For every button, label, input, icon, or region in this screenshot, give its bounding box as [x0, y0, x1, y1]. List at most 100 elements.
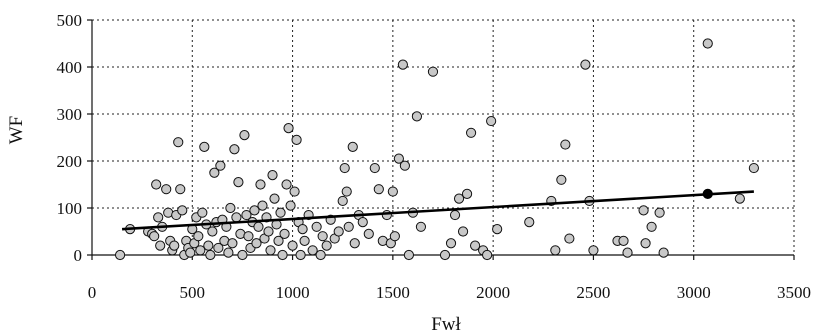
scatter-point [445, 238, 457, 249]
y-tick-label: 200 [57, 152, 83, 171]
y-axis-title: WF [6, 116, 27, 145]
scatter-point [387, 186, 398, 197]
scatter-point [173, 137, 184, 148]
scatter-point [702, 38, 713, 49]
scatter-point [369, 162, 380, 174]
scatter-point [213, 242, 224, 254]
y-tick-label: 300 [57, 105, 83, 124]
scatter-point [640, 238, 651, 249]
scatter-point [149, 231, 160, 242]
scatter-point [237, 249, 248, 261]
scatter-point [297, 224, 308, 235]
scatter-point [363, 228, 374, 239]
scatter-point [389, 231, 400, 242]
scatter-point [381, 209, 392, 221]
scatter-point [283, 123, 294, 134]
scatter-point [618, 235, 629, 246]
scatter-point [114, 249, 126, 261]
scatter-point [151, 179, 162, 190]
scatter-point [265, 245, 276, 256]
scatter-point [153, 212, 164, 223]
scatter-point [343, 221, 354, 232]
scatter-point [315, 249, 326, 261]
y-tick-label: 400 [57, 58, 83, 77]
highlight-point [702, 188, 713, 199]
scatter-point [215, 160, 226, 171]
scatter-point [229, 144, 240, 155]
scatter-point [564, 233, 575, 244]
scatter-point [349, 238, 360, 249]
scatter-point [193, 231, 204, 242]
scatter-point [249, 205, 260, 216]
scatter-point [646, 221, 657, 232]
scatter-point [427, 66, 439, 77]
scatter-point [492, 224, 503, 235]
scatter-point [357, 217, 368, 228]
scatter-point [307, 245, 318, 256]
scatter-point [347, 141, 358, 152]
scatter-point [321, 240, 332, 251]
scatter-point [269, 193, 280, 204]
y-tick-label: 500 [57, 11, 83, 30]
scatter-point [251, 238, 262, 249]
scatter-point [311, 221, 322, 232]
x-axis-title: Fwł [431, 314, 461, 335]
scatter-point [223, 247, 234, 258]
y-tick-label: 0 [74, 246, 83, 265]
scatter-point [415, 221, 427, 232]
scatter-point [263, 226, 274, 237]
scatter-point [243, 231, 254, 242]
x-tick-label: 0 [88, 283, 97, 302]
axis-ticks: 0 100 200 300 400 500 0 500 1000 1500 2000 2500 3000… [57, 11, 812, 302]
scatter-point [185, 247, 196, 258]
scatter-point [622, 247, 633, 258]
scatter-point [241, 209, 252, 221]
x-tick-label: 1500 [376, 283, 410, 302]
x-tick-label: 3500 [777, 283, 811, 302]
scatter-point [253, 221, 264, 232]
scatter-point [177, 205, 188, 216]
x-tick-label: 2000 [476, 283, 510, 302]
scatter-point [560, 139, 571, 150]
scatter-point [403, 249, 415, 261]
scatter-point [289, 186, 300, 197]
scatter-point [279, 228, 290, 239]
scatter-point [317, 231, 328, 242]
scatter-point [257, 200, 268, 211]
scatter-point [550, 245, 561, 256]
scatter-point [580, 59, 591, 70]
scatter-point [439, 249, 451, 261]
scatter-point [449, 209, 461, 221]
scatter-point [333, 226, 344, 237]
scatter-point [287, 240, 298, 251]
scatter-point [469, 240, 481, 251]
scatter-point [337, 195, 348, 207]
scatter-point [399, 160, 410, 171]
scatter-point [273, 235, 284, 246]
scatter-point [299, 235, 310, 246]
scatter-point [411, 111, 423, 122]
scatter-point [255, 179, 266, 190]
scatter-point [277, 249, 288, 261]
scatter-point [169, 240, 180, 251]
x-tick-label: 3000 [677, 283, 711, 302]
scatter-point [231, 212, 242, 223]
scatter-point [339, 162, 350, 174]
scatter-point [227, 238, 238, 249]
scatter-point [195, 245, 206, 256]
scatter-point [654, 207, 665, 218]
scatter-point [203, 240, 214, 251]
x-tick-label: 1000 [276, 283, 310, 302]
scatter-point [295, 249, 306, 261]
y-tick-label: 100 [57, 199, 83, 218]
scatter-point [207, 226, 218, 237]
scatter-point [658, 247, 669, 258]
scatter-point [225, 202, 236, 214]
scatter-point [461, 188, 473, 199]
scatter-point [275, 207, 286, 218]
scatter-point [197, 207, 208, 218]
scatter-point [155, 240, 166, 251]
scatter-point [281, 179, 292, 190]
scatter-point [285, 200, 296, 211]
